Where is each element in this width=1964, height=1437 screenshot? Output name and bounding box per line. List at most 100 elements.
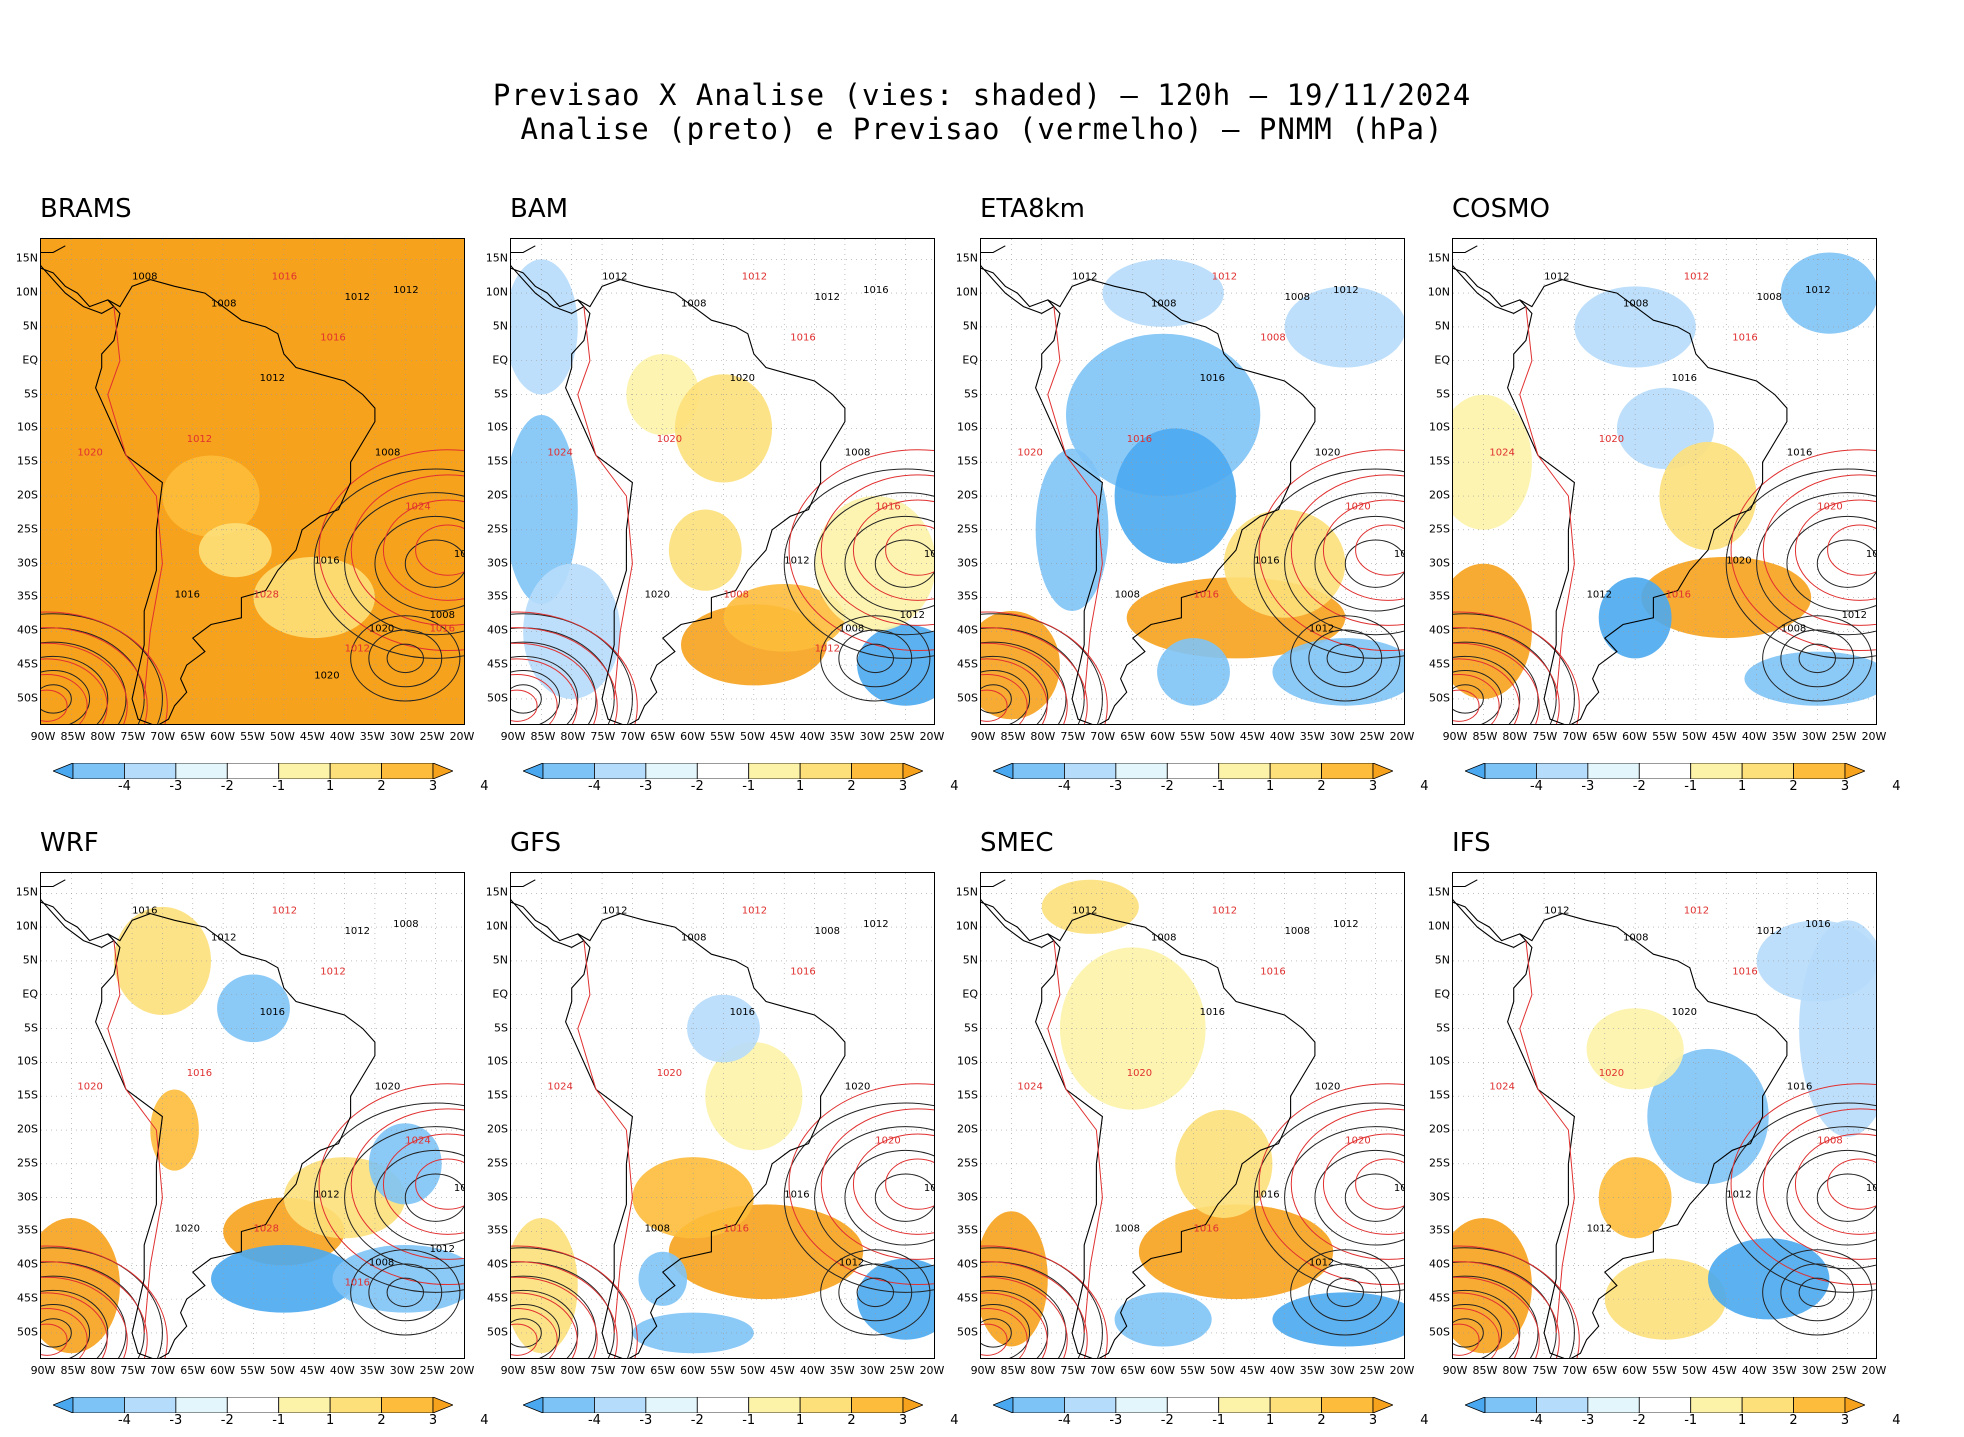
isobar-line: [981, 1275, 1067, 1358]
isobar-line: [41, 1261, 148, 1358]
bias-shading: [814, 496, 934, 632]
lat-tick-label: EQ: [1434, 353, 1450, 367]
colorbar-label: -2: [220, 1413, 234, 1428]
isobar-label-red: 1020: [77, 447, 102, 458]
isobar-line: [344, 1126, 464, 1270]
isobar-label-red: 1012: [742, 272, 767, 283]
lat-tick-label: EQ: [1434, 987, 1450, 1001]
isobar-label-red: 1020: [1345, 502, 1370, 513]
isobar-label-black: 1012: [1544, 906, 1569, 917]
lon-tick-label: 80W: [1030, 1364, 1056, 1377]
colorbar-segment: [696, 763, 750, 779]
isobar-label-red: 1016: [320, 332, 345, 343]
lon-tick-label: 35W: [829, 1364, 855, 1377]
isobar-label-black: 1016: [1787, 1081, 1812, 1092]
isobar-label-black: 1012: [1394, 1183, 1405, 1194]
lat-tick-label: 45S: [957, 1291, 978, 1305]
lat-tick-label: 30S: [957, 556, 978, 570]
isobar-label-black: 1012: [345, 292, 370, 303]
isobar-label-black: 1012: [1072, 906, 1097, 917]
isobar-line: [41, 1245, 168, 1358]
colorbar-labels: -4 -3 -2 -1 1 2 3 4: [53, 779, 489, 795]
isobar-line: [1308, 1263, 1383, 1322]
isobar-label-black: 1012: [1072, 272, 1097, 283]
lon-tick-label: 50W: [1209, 730, 1235, 743]
isobar-line: [1756, 1126, 1876, 1270]
isobar-label-black: 1012: [430, 1244, 455, 1255]
lat-tick-label: 25S: [17, 522, 38, 536]
isobar-line: [874, 539, 934, 588]
isobar-label-black: 1008: [1623, 933, 1648, 944]
colorbar-label: -4: [117, 779, 131, 794]
isobar-label-red: 1028: [254, 589, 279, 600]
isobar-line: [382, 499, 464, 601]
coastline-south-america: [1035, 913, 1316, 1358]
lon-tick-label: 20W: [919, 1364, 945, 1377]
isobar-line: [1284, 1126, 1404, 1270]
lat-tick-label: 15N: [1427, 885, 1450, 899]
lon-tick-label: 30W: [1329, 1364, 1355, 1377]
isobar-label-red: 1028: [254, 1223, 279, 1234]
latitude-axis: 15N 10N 5N EQ 5S 10S 15S 20S 25S 30S 35S 40S 45S 50S: [1418, 872, 1450, 1359]
colorbar-label: -1: [1212, 779, 1226, 794]
lat-tick-label: 50S: [1429, 1325, 1450, 1339]
map-canvas: 1008 1008 1012 1012 1012 1008 1016 1020 1016 1020…: [41, 239, 464, 724]
colorbar: -4 -3 -2 -1 1 2 3 4: [993, 1397, 1429, 1437]
isobar-label-red: 1024: [405, 502, 430, 513]
isobar-label-red: 1016: [1732, 332, 1757, 343]
isobar-andes: [107, 940, 163, 1333]
isobar-line: [41, 642, 128, 724]
colorbar-label: 2: [377, 1413, 386, 1428]
isobar-label-black: 1012: [260, 373, 285, 384]
lon-tick-label: 60W: [1150, 1364, 1175, 1377]
isobar-line: [981, 1276, 1068, 1358]
bias-shading: [674, 374, 773, 483]
isobar-label-black: 1008: [1866, 1183, 1877, 1194]
isobar-label-red: 1016: [345, 1278, 370, 1289]
colorbar-segment: [594, 763, 647, 779]
isobar-line: [1794, 499, 1876, 601]
isobar-line: [1290, 474, 1404, 626]
lon-tick-label: 50W: [739, 1364, 765, 1377]
lat-tick-label: 25S: [1429, 522, 1450, 536]
colorbar-segment: [1638, 1397, 1692, 1413]
isobar-label-black: 1008: [1151, 933, 1176, 944]
lon-tick-label: 30W: [389, 730, 415, 743]
lon-tick-label: 85W: [1472, 730, 1498, 743]
isobar-label-red: 1012: [742, 906, 767, 917]
longitude-axis: 90W 85W 80W 75W 70W 65W 60W 55W 50W 45W 40W 35W 30W 2…: [1443, 1364, 1887, 1378]
isobar-line: [1762, 474, 1876, 626]
isobar-label-black: 1012: [1309, 1257, 1334, 1268]
lat-tick-label: 40S: [17, 1257, 38, 1271]
colorbar-label: -3: [1109, 1413, 1123, 1428]
lat-tick-label: 5N: [492, 953, 508, 967]
isobar-label-black: 1012: [1544, 272, 1569, 283]
isobar-line: [374, 1149, 464, 1246]
isobar-line: [981, 1323, 1008, 1356]
isobar-line: [41, 684, 72, 714]
isobar-line: [1314, 515, 1404, 612]
map-canvas: 1012 1008 1008 1012 1016 1020 1016 1012 1008 1012…: [511, 873, 934, 1358]
bias-shading: [1157, 638, 1230, 706]
isobar-line: [1453, 611, 1580, 724]
isobar-line: [1762, 1108, 1876, 1260]
bias-shading: [668, 509, 742, 591]
colorbar-label: 1: [1738, 1413, 1747, 1428]
isobar-line: [41, 670, 91, 724]
isobar-line: [1453, 1318, 1484, 1348]
isobar-line: [1453, 673, 1500, 724]
bias-shading: [1114, 428, 1236, 564]
bias-shading: [1574, 286, 1696, 368]
isobar-label-black: 1012: [345, 926, 370, 937]
colorbar-segment: [799, 763, 852, 779]
colorbar-labels: -4 -3 -2 -1 1 2 3 4: [993, 1413, 1429, 1429]
isobar-line: [511, 1261, 618, 1358]
isobar-line: [1453, 1247, 1575, 1358]
lat-tick-label: 50S: [957, 1325, 978, 1339]
isobar-label-black: 1008: [645, 1223, 670, 1234]
isobar-line: [1453, 689, 1480, 722]
lon-tick-label: 60W: [1622, 730, 1647, 743]
colorbar-segment: [993, 763, 1014, 779]
lon-tick-label: 50W: [269, 730, 295, 743]
lat-tick-label: 15S: [487, 454, 508, 468]
